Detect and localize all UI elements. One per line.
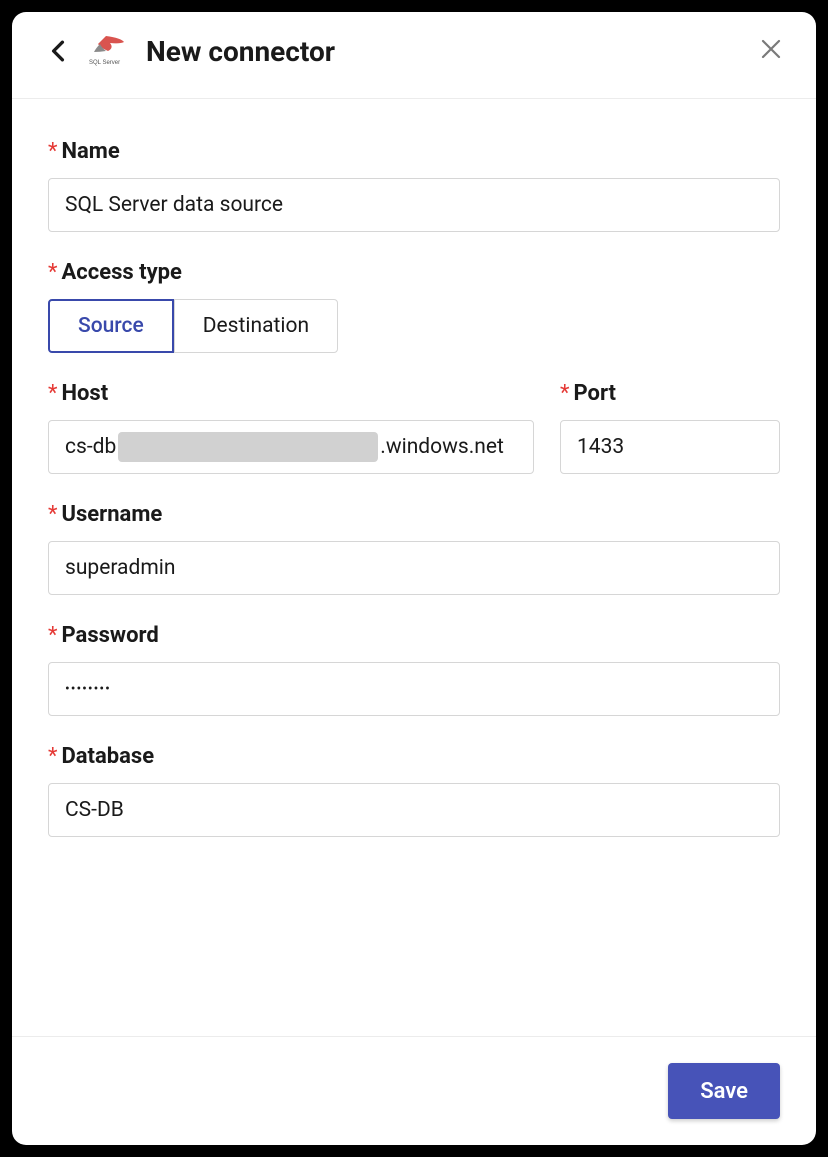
- access-type-label: *Access type: [48, 260, 780, 285]
- port-input[interactable]: [560, 420, 780, 474]
- modal-header: SQL Server New connector: [12, 12, 816, 99]
- modal-footer: Save: [12, 1036, 816, 1145]
- database-input[interactable]: [48, 783, 780, 837]
- access-type-toggle: Source Destination: [48, 299, 780, 353]
- field-password: *Password: [48, 623, 780, 716]
- field-name: *Name: [48, 139, 780, 232]
- modal-body: *Name *Access type Source Destination *H…: [12, 99, 816, 1036]
- host-redacted: [118, 432, 378, 462]
- host-label: *Host: [48, 381, 534, 406]
- password-input[interactable]: [48, 662, 780, 716]
- database-label: *Database: [48, 744, 780, 769]
- field-username: *Username: [48, 502, 780, 595]
- chevron-left-icon: [51, 40, 65, 62]
- password-label: *Password: [48, 623, 780, 648]
- username-input[interactable]: [48, 541, 780, 595]
- access-type-source[interactable]: Source: [48, 299, 174, 353]
- field-access-type: *Access type Source Destination: [48, 260, 780, 353]
- host-prefix: cs-db: [65, 435, 116, 459]
- access-type-destination[interactable]: Destination: [174, 299, 338, 353]
- svg-text:SQL Server: SQL Server: [89, 60, 120, 66]
- back-button[interactable]: [42, 35, 74, 67]
- field-database: *Database: [48, 744, 780, 837]
- name-label: *Name: [48, 139, 780, 164]
- field-host: *Host cs-db .windows.net: [48, 381, 534, 474]
- save-button[interactable]: Save: [668, 1063, 780, 1119]
- field-host-port: *Host cs-db .windows.net *Port: [48, 381, 780, 474]
- modal-title: New connector: [146, 35, 335, 68]
- sql-server-icon: SQL Server: [86, 34, 132, 68]
- close-button[interactable]: [756, 34, 786, 64]
- host-input[interactable]: cs-db .windows.net: [48, 420, 534, 474]
- host-suffix: .windows.net: [380, 435, 504, 459]
- new-connector-modal: SQL Server New connector *Name *Access t…: [12, 12, 816, 1145]
- name-input[interactable]: [48, 178, 780, 232]
- field-port: *Port: [560, 381, 780, 474]
- username-label: *Username: [48, 502, 780, 527]
- sql-server-logo: SQL Server: [86, 34, 132, 68]
- close-icon: [760, 38, 782, 60]
- port-label: *Port: [560, 381, 780, 406]
